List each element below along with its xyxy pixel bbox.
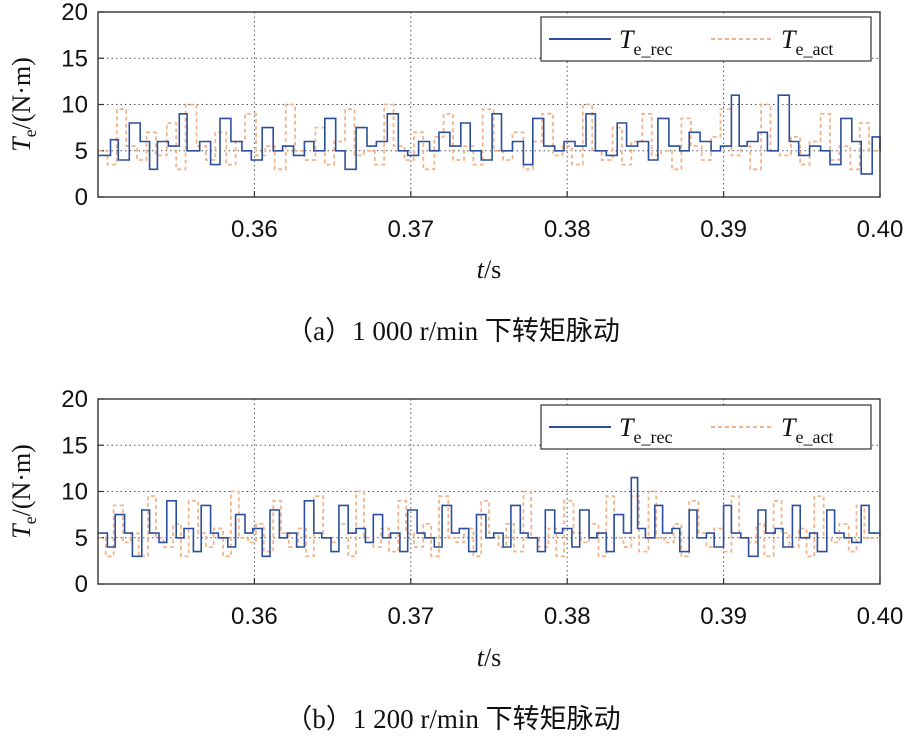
legend: Te_rec Te_act: [540, 404, 872, 450]
x-axis-label: t/s: [477, 643, 502, 672]
figure-caption: （a）1 000 r/min 下转矩脉动: [286, 316, 620, 346]
y-tick-label: 15: [61, 45, 88, 72]
series-line-t-e-rec: [98, 476, 880, 558]
y-tick-label: 0: [75, 184, 88, 211]
legend-label: Te_rec: [619, 25, 672, 59]
x-tick-label: 0.40: [857, 603, 904, 630]
chart-panel-1: 0.36 0.37 0.38 0.39 0.40 0 5 10 15 20 Te_rec Te_act…: [7, 0, 903, 346]
x-tick-label: 0.37: [387, 216, 434, 243]
y-tick-label: 0: [75, 571, 88, 598]
x-tick-label: 0.40: [857, 216, 904, 243]
y-tick-label: 5: [75, 138, 88, 165]
figure-caption: （b）1 200 r/min 下转矩脉动: [285, 704, 620, 734]
legend-label: Te_rec: [619, 413, 672, 447]
y-tick-label: 15: [61, 432, 88, 459]
y-tick-label: 10: [61, 92, 88, 119]
series-line-t-e-act: [98, 103, 881, 171]
x-axis-label: t/s: [477, 255, 502, 284]
x-tick-label: 0.38: [544, 216, 591, 243]
legend-label: Te_act: [781, 413, 833, 447]
x-tick-label: 0.39: [700, 216, 747, 243]
x-tick-label: 0.38: [544, 603, 591, 630]
legend-box: [540, 404, 872, 450]
y-tick-label: 10: [61, 479, 88, 506]
series-line-t-e-rec: [98, 94, 881, 175]
y-tick-label: 20: [61, 386, 88, 413]
series-line-t-e-act: [98, 490, 881, 558]
y-tick-label: 20: [61, 0, 88, 26]
x-tick-label: 0.37: [387, 603, 434, 630]
x-tick-label: 0.36: [231, 603, 278, 630]
chart-panel-2: 0.36 0.37 0.38 0.39 0.40 0 5 10 15 20 Te_rec Te_act…: [7, 386, 903, 734]
plot-frame: [97, 398, 881, 585]
x-tick-label: 0.36: [231, 216, 278, 243]
y-axis-label: Te/(N·m): [7, 57, 40, 152]
plot-frame: [97, 11, 881, 198]
y-tick-label: 5: [75, 525, 88, 552]
y-axis-label: Te/(N·m): [7, 444, 40, 539]
legend: Te_rec Te_act: [540, 16, 872, 62]
legend-label: Te_act: [781, 25, 833, 59]
x-tick-label: 0.39: [700, 603, 747, 630]
